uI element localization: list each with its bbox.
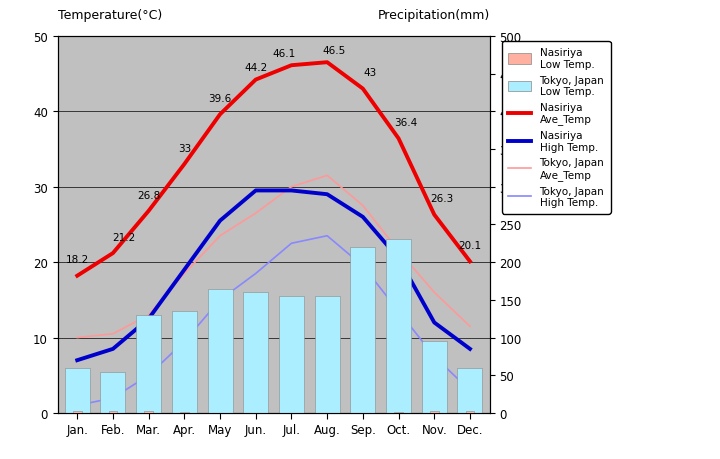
Text: 33: 33 [178, 143, 191, 153]
Bar [315, 297, 340, 413]
Text: 26.8: 26.8 [137, 190, 161, 200]
Bar [457, 368, 482, 413]
Text: 46.1: 46.1 [273, 49, 296, 59]
Bar [73, 412, 81, 413]
Text: 46.5: 46.5 [323, 45, 346, 56]
Text: Temperature(°C): Temperature(°C) [58, 9, 162, 22]
Bar [394, 412, 403, 413]
Legend: Nasiriya
Low Temp., Tokyo, Japan
Low Temp., Nasiriya
Ave_Temp, Nasiriya
High Tem: Nasiriya Low Temp., Tokyo, Japan Low Tem… [502, 42, 611, 214]
Bar [386, 240, 411, 413]
Bar [101, 372, 125, 413]
Bar [136, 315, 161, 413]
Bar [144, 412, 153, 413]
Bar [466, 412, 474, 413]
Bar [422, 341, 446, 413]
Text: 43: 43 [364, 68, 377, 78]
Text: 20.1: 20.1 [459, 241, 482, 251]
Bar [243, 293, 269, 413]
Text: 21.2: 21.2 [112, 232, 135, 242]
Bar [430, 412, 438, 413]
Text: 18.2: 18.2 [66, 255, 89, 265]
Text: Precipitation(mm): Precipitation(mm) [377, 9, 490, 22]
Bar [207, 289, 233, 413]
Bar [180, 412, 189, 413]
Bar [279, 297, 304, 413]
Bar [351, 247, 375, 413]
Text: 26.3: 26.3 [430, 194, 453, 204]
Text: 36.4: 36.4 [394, 118, 418, 128]
Bar [109, 412, 117, 413]
Text: 44.2: 44.2 [244, 63, 267, 73]
Bar [65, 368, 90, 413]
Text: 39.6: 39.6 [208, 94, 232, 104]
Bar [172, 312, 197, 413]
